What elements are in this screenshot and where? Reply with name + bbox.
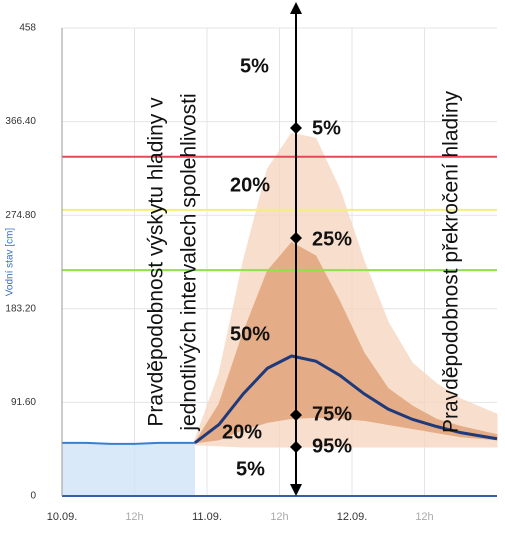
y-tick-label: 274.80 xyxy=(5,210,36,221)
observed-line xyxy=(62,441,195,445)
annotation: 20% xyxy=(222,421,262,443)
x-tick-label: 11.09. xyxy=(192,511,222,523)
annotation: 5% xyxy=(236,458,265,480)
x-tick-label: 10.09. xyxy=(47,511,78,523)
annotation: 20% xyxy=(230,174,270,196)
annotation: 25% xyxy=(312,228,352,250)
y-tick-label: 366.40 xyxy=(5,116,36,127)
x-tick-label: 12h xyxy=(270,511,288,523)
arrow xyxy=(290,2,302,496)
annotation: 75% xyxy=(312,403,352,425)
annotation: 50% xyxy=(230,323,270,345)
annotation: 5% xyxy=(312,117,341,139)
x-tick-label: 12.09. xyxy=(337,511,368,523)
y-tick-label: 91.60 xyxy=(11,397,36,408)
left-note: jednotlivých intervalech spolehlivosti xyxy=(178,93,201,431)
y-tick-label: 458 xyxy=(19,23,36,34)
y-axis-label: Vodní stav [cm] xyxy=(5,228,16,297)
x-tick-label: 12h xyxy=(125,511,143,523)
y-tick-label: 183.20 xyxy=(5,303,36,314)
left-note: Pravděpodobnost výskytu hladiny v xyxy=(145,97,168,427)
median-line xyxy=(194,354,498,445)
annotation: 95% xyxy=(312,435,352,457)
plot: 0 91.60 183.20 274.80 366.40 458 10.09. 12h 11.0… xyxy=(5,23,498,523)
right-note: Pravděpodobnost překročení hladiny xyxy=(440,90,463,433)
observed-area xyxy=(62,442,195,496)
x-tick-label: 12h xyxy=(415,511,433,523)
y-tick-label: 0 xyxy=(30,491,36,502)
annotation: 5% xyxy=(240,55,269,77)
